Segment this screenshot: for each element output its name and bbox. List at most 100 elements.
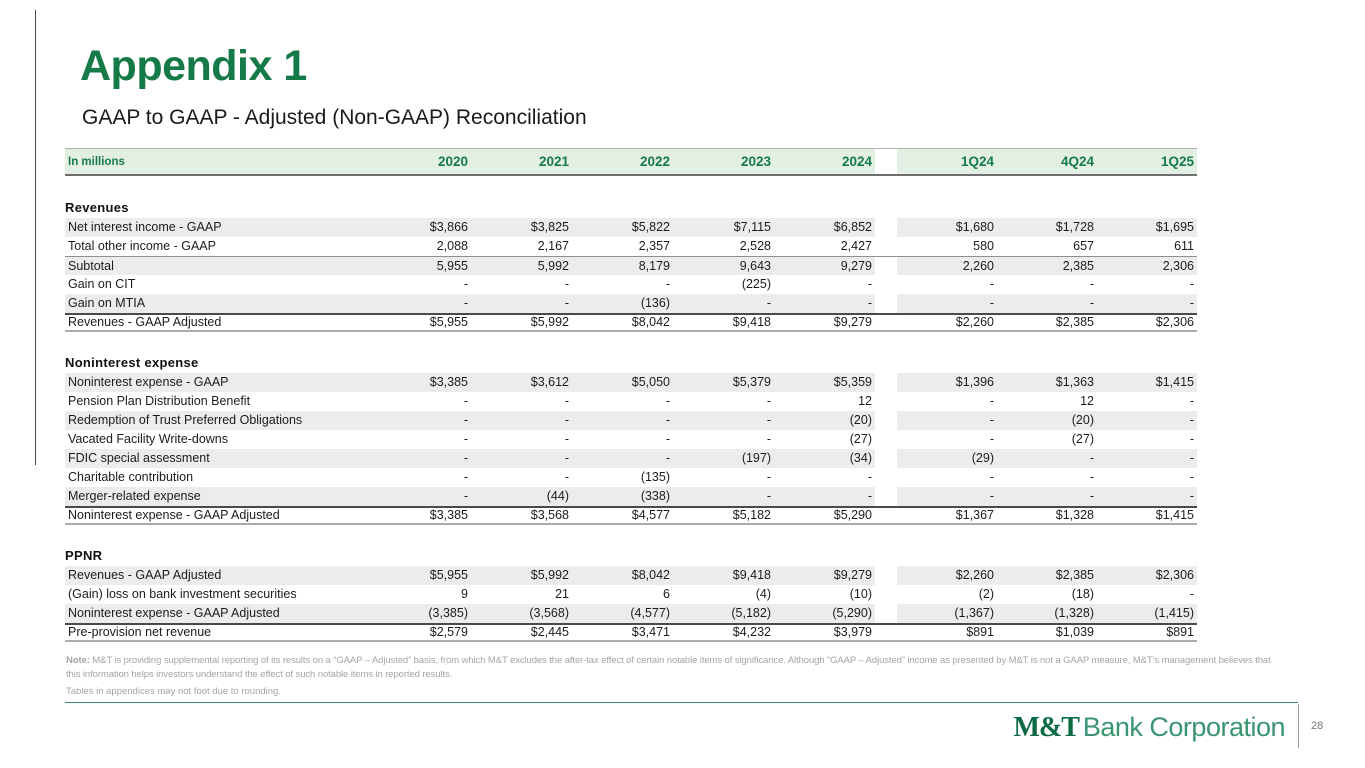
left-accent-line xyxy=(35,10,36,465)
header-quarter-1Q25: 1Q25 xyxy=(1097,149,1197,174)
year-value: 2,088 xyxy=(436,239,468,253)
row-label: Charitable contribution xyxy=(68,470,194,484)
year-value: (4) xyxy=(755,587,771,601)
quarter-value: 580 xyxy=(973,239,994,253)
quarter-value: 2,260 xyxy=(897,257,997,275)
section-title: PPNR xyxy=(65,548,103,563)
logo-mt-text: M&T xyxy=(1013,712,1079,743)
header-year-2022: 2022 xyxy=(572,149,673,174)
quarter-value: $1,415 xyxy=(1155,508,1194,522)
header-quarter-1Q24: 1Q24 xyxy=(897,149,997,174)
year-value: - xyxy=(572,411,673,430)
year-value: (225) xyxy=(741,277,771,291)
quarter-value: (20) xyxy=(997,411,1097,430)
quarter-value: - xyxy=(989,470,994,484)
header-year-2021: 2021 xyxy=(471,149,572,174)
year-value: $4,577 xyxy=(631,508,670,522)
quarter-value: $2,260 xyxy=(897,566,997,585)
year-value: $3,612 xyxy=(471,373,572,392)
row-label: Revenues - GAAP Adjusted xyxy=(68,315,222,329)
year-value: - xyxy=(766,394,771,408)
year-value: $5,992 xyxy=(530,315,569,329)
year-value: (3,568) xyxy=(471,604,572,623)
year-value: $3,866 xyxy=(370,218,471,237)
table-row: FDIC special assessment - - - (197) (34) (29) -… xyxy=(65,449,1197,468)
quarter-value: 2,306 xyxy=(1097,257,1197,275)
year-value: (34) xyxy=(774,449,875,468)
footer-divider-line xyxy=(1298,704,1299,748)
quarter-value: $1,367 xyxy=(955,508,994,522)
year-value: - xyxy=(665,432,670,446)
year-value: $9,418 xyxy=(673,566,774,585)
table-section: Revenues Net interest income - GAAP $3,866… xyxy=(65,200,1197,332)
year-value: (4,577) xyxy=(572,604,673,623)
quarter-value: - xyxy=(1097,487,1197,506)
footnote-label: Note: xyxy=(66,655,90,666)
row-column-gap xyxy=(875,373,897,392)
table-row: Redemption of Trust Preferred Obligation… xyxy=(65,411,1197,430)
quarter-value: - xyxy=(1189,432,1194,446)
year-value: - xyxy=(673,411,774,430)
year-value: - xyxy=(471,411,572,430)
year-value: $9,279 xyxy=(774,566,875,585)
year-value: - xyxy=(370,449,471,468)
row-column-gap xyxy=(875,315,897,330)
quarter-value: - xyxy=(989,394,994,408)
table-row: Vacated Facility Write-downs - - - - (27) - (27… xyxy=(65,430,1197,449)
year-value: $5,290 xyxy=(833,508,872,522)
header-year-2020: 2020 xyxy=(370,149,471,174)
table-body: Revenues Net interest income - GAAP $3,866… xyxy=(65,200,1197,642)
year-value: 5,992 xyxy=(471,257,572,275)
row-label: Merger-related expense xyxy=(65,487,370,506)
mt-bank-logo: M&T Bank Corporation xyxy=(1013,712,1285,744)
year-value: - xyxy=(463,394,468,408)
page-title: Appendix 1 xyxy=(80,42,307,90)
year-value: $5,379 xyxy=(673,373,774,392)
quarter-value: - xyxy=(997,294,1097,313)
year-value: $5,955 xyxy=(370,566,471,585)
unit-label: In millions xyxy=(65,149,370,174)
row-label: FDIC special assessment xyxy=(65,449,370,468)
table-row: Gain on CIT - - - (225) - - - - xyxy=(65,275,1197,294)
table-section: PPNR Revenues - GAAP Adjusted $5,955 $5,992… xyxy=(65,548,1197,642)
year-value: 5,955 xyxy=(370,257,471,275)
year-value: $5,955 xyxy=(429,315,468,329)
year-value: $4,232 xyxy=(732,625,771,639)
quarter-value: $2,306 xyxy=(1155,315,1194,329)
header-year-2024: 2024 xyxy=(774,149,875,174)
year-value: - xyxy=(766,470,771,484)
year-value: - xyxy=(370,487,471,506)
table-row: Net interest income - GAAP $3,866 $3,825 $5… xyxy=(65,218,1197,237)
table-row: (Gain) loss on bank investment securitie… xyxy=(65,585,1197,604)
footer-rule xyxy=(65,702,1298,703)
year-value: - xyxy=(564,394,569,408)
row-label: Subtotal xyxy=(65,257,370,275)
quarter-value: - xyxy=(1189,587,1194,601)
year-value: $3,568 xyxy=(530,508,569,522)
year-value: $3,471 xyxy=(631,625,670,639)
year-value: $5,050 xyxy=(572,373,673,392)
year-value: - xyxy=(564,277,569,291)
year-value: - xyxy=(673,294,774,313)
quarter-value: $891 xyxy=(1166,625,1194,639)
quarter-value: $1,396 xyxy=(897,373,997,392)
year-value: $6,852 xyxy=(774,218,875,237)
row-column-gap xyxy=(875,625,897,640)
page-subtitle: GAAP to GAAP - Adjusted (Non-GAAP) Recon… xyxy=(82,106,587,129)
row-column-gap xyxy=(875,430,897,449)
year-value: $3,385 xyxy=(429,508,468,522)
year-value: (136) xyxy=(572,294,673,313)
year-value: $9,279 xyxy=(833,315,872,329)
year-value: $5,822 xyxy=(572,218,673,237)
quarter-value: - xyxy=(897,411,997,430)
year-value: - xyxy=(370,411,471,430)
quarter-value: $1,363 xyxy=(997,373,1097,392)
row-label: Gain on CIT xyxy=(68,277,136,291)
row-column-gap xyxy=(875,411,897,430)
year-value: $3,385 xyxy=(370,373,471,392)
header-year-2023: 2023 xyxy=(673,149,774,174)
quarter-value: (29) xyxy=(897,449,997,468)
quarter-value: $2,385 xyxy=(1055,315,1094,329)
quarter-value: - xyxy=(997,449,1097,468)
